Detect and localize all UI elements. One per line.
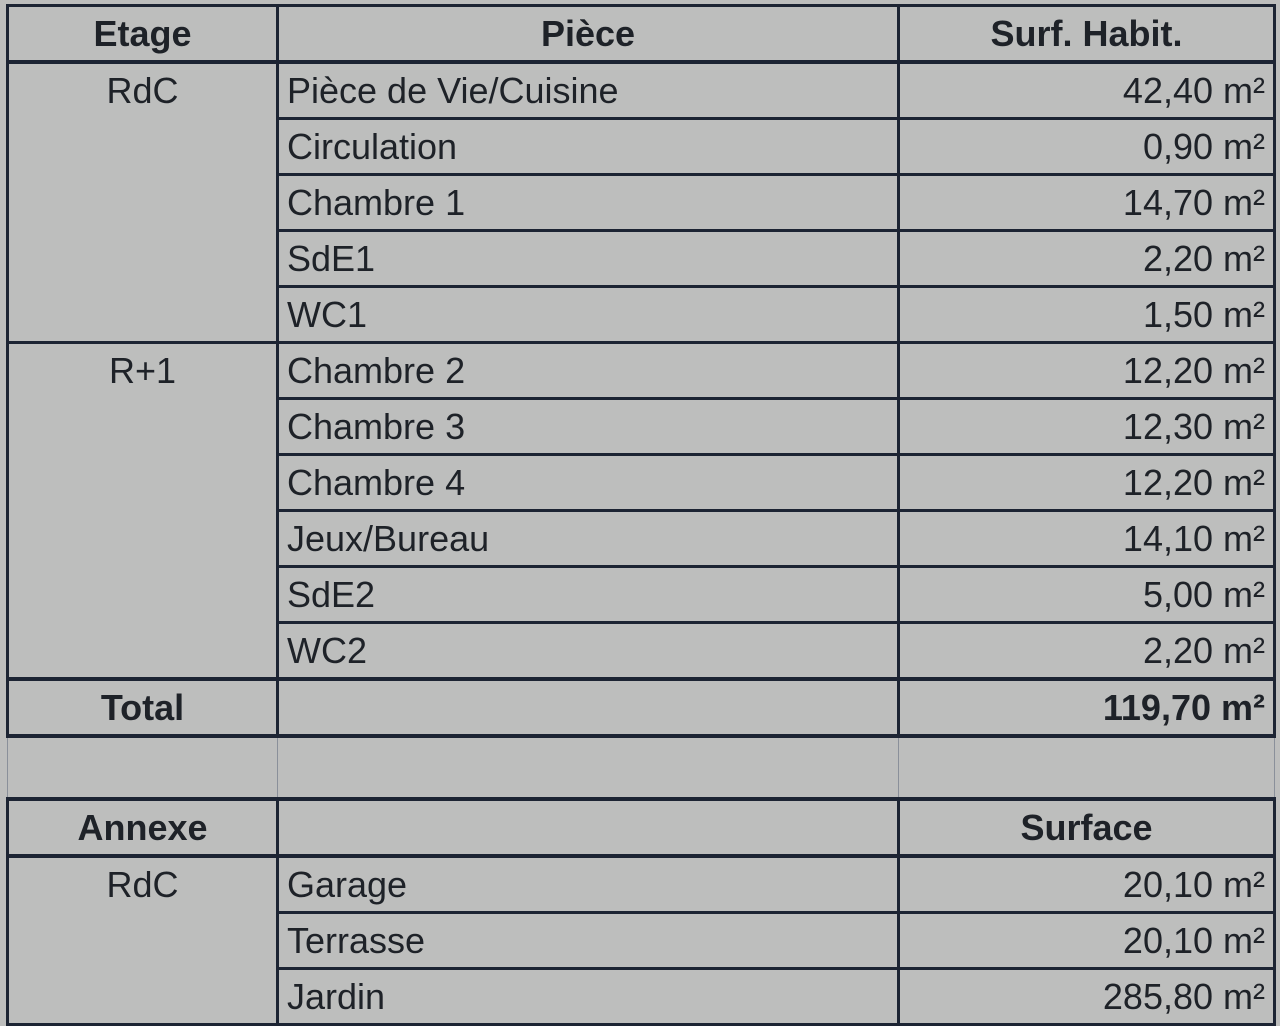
piece-cell: SdE2: [276, 566, 899, 624]
surface-cell: 12,20 m²: [897, 342, 1276, 400]
header-row: Etage Pièce Surf. Habit.: [6, 4, 1276, 64]
table-row: SdE2 5,00 m²: [8, 566, 1276, 624]
piece-cell: Garage: [276, 855, 899, 914]
table-row: RdC Garage 20,10 m²: [6, 855, 1276, 1026]
table-row: Jeux/Bureau 14,10 m²: [8, 510, 1276, 568]
total-label: Total: [6, 677, 278, 738]
blank-cell: [898, 735, 1275, 801]
piece-cell: Chambre 2: [276, 342, 899, 400]
surface-cell: 12,20 m²: [897, 454, 1276, 512]
table-row: WC2 2,20 m²: [8, 622, 1276, 681]
surface-cell: 5,00 m²: [897, 566, 1276, 624]
table-row: SdE1 2,20 m²: [8, 230, 1276, 288]
table-row: Chambre 3 12,30 m²: [8, 398, 1276, 456]
surface-cell: 20,10 m²: [897, 855, 1276, 914]
surface-table: Etage Pièce Surf. Habit. RdC Pièce de Vie/Cu…: [6, 4, 1276, 1026]
table-row: RdC Pièce de Vie/Cuisine 42,40 m²: [6, 61, 1276, 344]
piece-cell: Jardin: [276, 968, 899, 1026]
surface-cell: 42,40 m²: [897, 61, 1276, 120]
table-row: Chambre 4 12,20 m²: [8, 454, 1276, 512]
surface-cell: 0,90 m²: [897, 118, 1276, 176]
piece-cell: Chambre 1: [276, 174, 899, 232]
surface-cell: 1,50 m²: [897, 286, 1276, 344]
piece-cell: Terrasse: [276, 912, 899, 970]
surface-cell: 2,20 m²: [897, 622, 1276, 681]
piece-cell: Chambre 3: [276, 398, 899, 456]
total-empty: [276, 677, 899, 738]
blank-cell: [7, 735, 278, 801]
annexe-header-row: Annexe Surface: [6, 797, 1276, 858]
surface-cell: 20,10 m²: [897, 912, 1276, 970]
piece-cell: WC2: [276, 622, 899, 681]
table-row: Circulation 0,90 m²: [8, 118, 1276, 176]
header-annexe: Annexe: [6, 797, 278, 858]
table-row: R+1 Chambre 2 12,20 m²: [6, 342, 1276, 681]
etage-cell: RdC: [6, 855, 278, 1026]
piece-cell: Pièce de Vie/Cuisine: [276, 61, 899, 120]
etage-cell: RdC: [6, 61, 278, 344]
table-row: Terrasse 20,10 m²: [8, 912, 1276, 970]
header-annexe-surface: Surface: [897, 797, 1276, 858]
piece-cell: SdE1: [276, 230, 899, 288]
surface-cell: 12,30 m²: [897, 398, 1276, 456]
total-value: 119,70 m²: [897, 677, 1276, 738]
table-row: WC1 1,50 m²: [8, 286, 1276, 344]
header-empty: [276, 797, 899, 858]
surface-cell: 14,70 m²: [897, 174, 1276, 232]
header-etage: Etage: [6, 4, 278, 64]
blank-row: [7, 735, 1275, 801]
table-row: Chambre 1 14,70 m²: [8, 174, 1276, 232]
surface-table-container: Etage Pièce Surf. Habit. RdC Pièce de Vie/Cu…: [6, 4, 1276, 1026]
piece-cell: Chambre 4: [276, 454, 899, 512]
piece-cell: Jeux/Bureau: [276, 510, 899, 568]
total-row: Total 119,70 m²: [6, 677, 1276, 738]
surface-cell: 14,10 m²: [897, 510, 1276, 568]
header-piece: Pièce: [276, 4, 899, 64]
piece-cell: Circulation: [276, 118, 899, 176]
header-surface: Surf. Habit.: [897, 4, 1276, 64]
surface-cell: 285,80 m²: [897, 968, 1276, 1026]
blank-cell: [277, 735, 899, 801]
piece-cell: WC1: [276, 286, 899, 344]
surface-cell: 2,20 m²: [897, 230, 1276, 288]
etage-cell: R+1: [6, 342, 278, 681]
